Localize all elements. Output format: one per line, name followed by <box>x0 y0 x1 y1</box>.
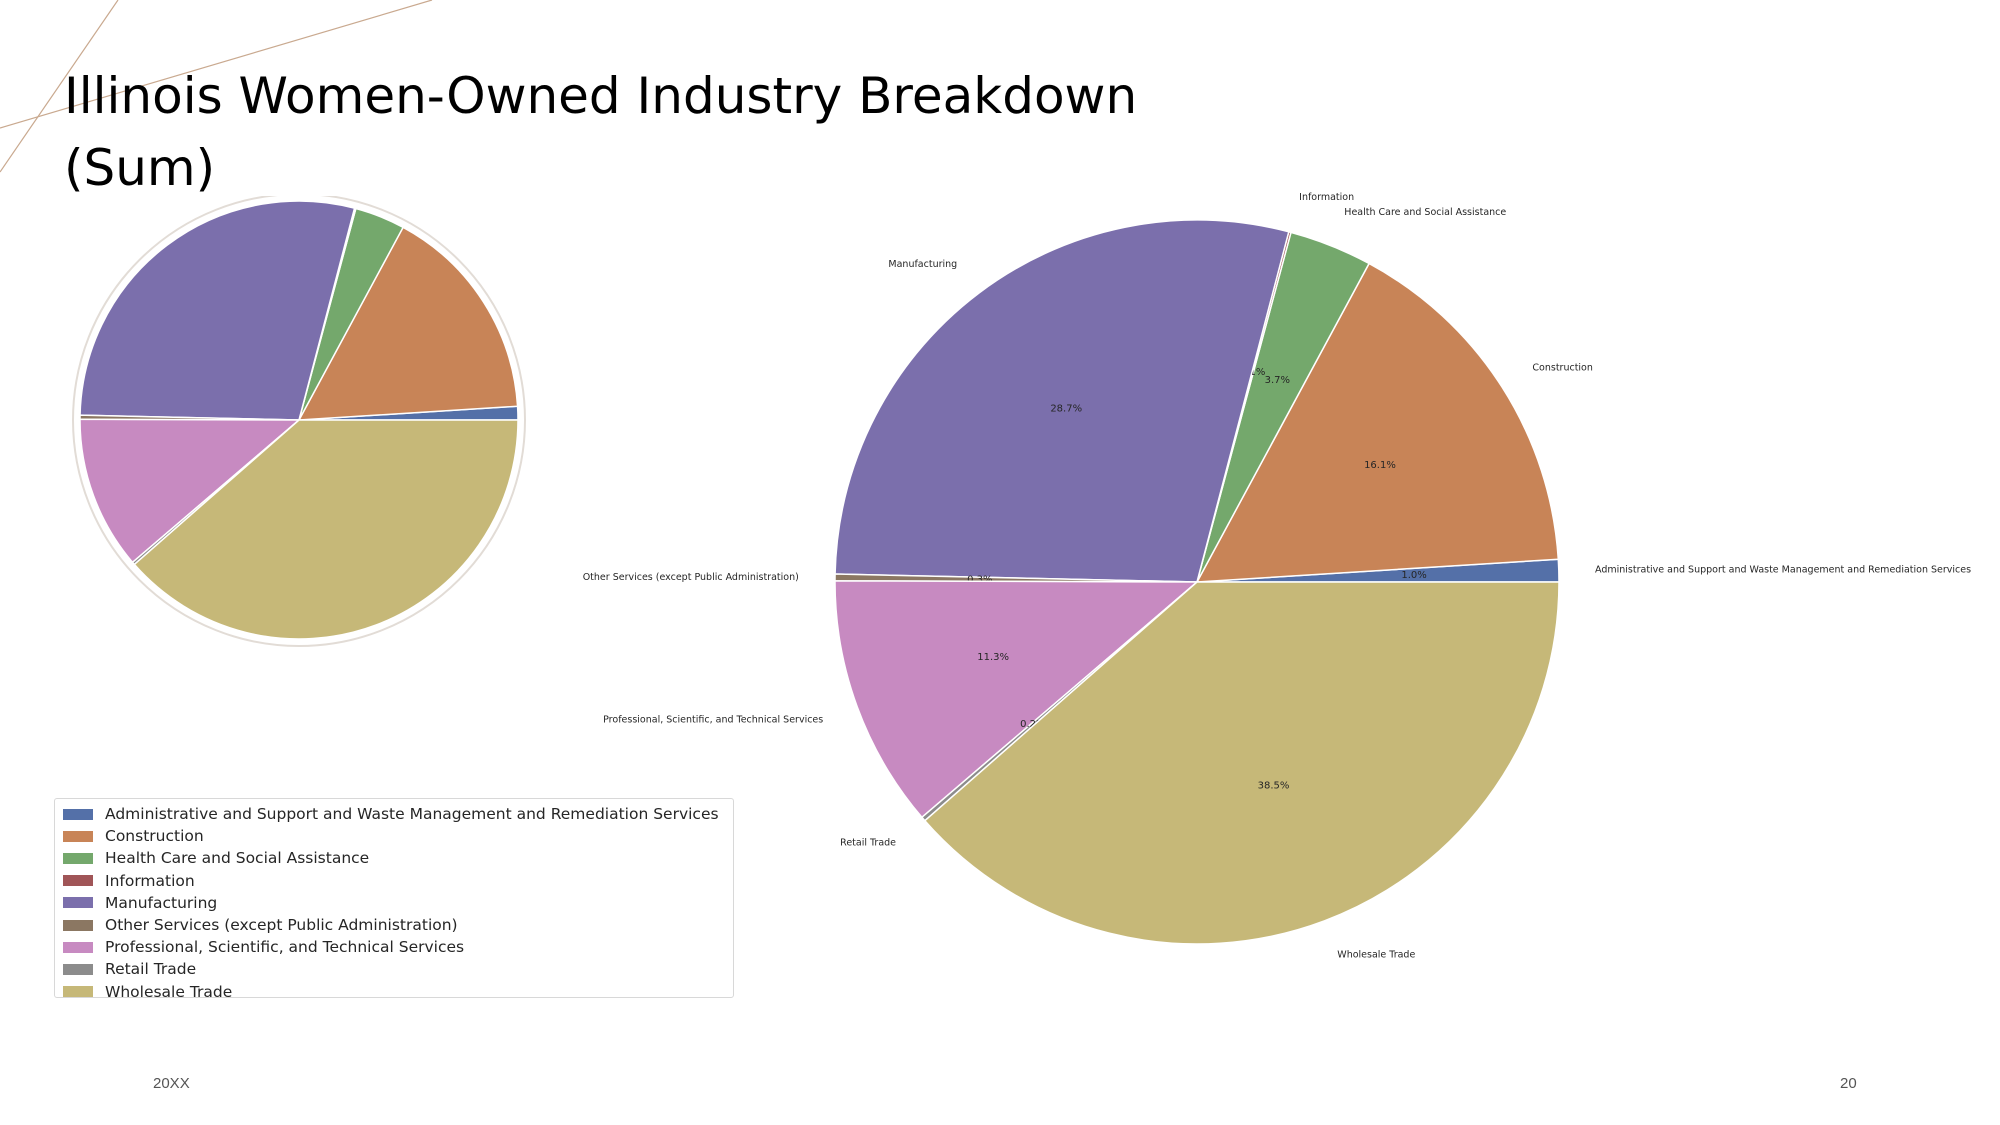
legend-item-health-care-and-social-assistance: Health Care and Social Assistance <box>55 847 733 869</box>
pie-slice-manufacturing <box>79 200 356 421</box>
pie-slice-manufacturing <box>834 219 1290 583</box>
slice-value-professional-scientific-and-technical-services: 11.3% <box>977 652 1009 663</box>
slice-label-administrative-and-support-and-waste-management-and-remediation-services: Administrative and Support and Waste Man… <box>1595 564 1971 575</box>
decorative-lines <box>0 0 433 173</box>
slice-value-retail-trade: 0.2% <box>1020 719 1045 730</box>
slice-value-wholesale-trade: 38.5% <box>1258 780 1290 791</box>
pie-slice-construction <box>1195 262 1560 583</box>
slice-value-administrative-and-support-and-waste-management-and-remediation-services: 1.0% <box>1401 570 1426 581</box>
legend-item-manufacturing: Manufacturing <box>55 892 733 914</box>
legend-label: Retail Trade <box>105 960 197 979</box>
slice-value-manufacturing: 28.7% <box>1050 404 1082 415</box>
legend-item-wholesale-trade: Wholesale Trade <box>55 981 733 1003</box>
legend-swatch <box>63 897 93 909</box>
slice-label-retail-trade: Retail Trade <box>840 838 896 849</box>
legend-item-information: Information <box>55 870 733 892</box>
pie-slice-construction <box>297 226 519 421</box>
slide-title: Illinois Women-Owned Industry Breakdown … <box>64 67 1138 197</box>
footer-date: 20XX <box>153 1075 190 1092</box>
pie-slice-professional-scientific-and-technical-services <box>79 418 302 564</box>
legend-swatch <box>63 941 93 953</box>
legend-swatch <box>63 986 93 998</box>
legend-swatch <box>63 808 93 820</box>
pie-slice-wholesale-trade <box>133 419 519 640</box>
slice-label-construction: Construction <box>1532 362 1593 373</box>
legend-label: Professional, Scientific, and Technical … <box>105 938 465 957</box>
main-pie-chart: Administrative and Support and Waste Man… <box>583 192 1971 961</box>
legend-label: Health Care and Social Assistance <box>105 849 370 868</box>
legend-label: Other Services (except Public Administra… <box>105 916 458 935</box>
slice-label-information: Information <box>1299 192 1354 203</box>
decor-line-1 <box>0 0 433 129</box>
legend-label: Administrative and Support and Waste Man… <box>105 805 719 824</box>
legend-label: Construction <box>105 827 204 846</box>
slice-label-manufacturing: Manufacturing <box>888 259 957 270</box>
legend-swatch <box>63 919 93 931</box>
slice-label-professional-scientific-and-technical-services: Professional, Scientific, and Technical … <box>603 714 823 725</box>
slice-label-health-care-and-social-assistance: Health Care and Social Assistance <box>1344 207 1506 218</box>
legend-swatch <box>63 875 93 887</box>
pie-outer-ring <box>72 196 526 647</box>
legend-label: Information <box>105 871 195 890</box>
legend-item-professional-scientific-and-technical-services: Professional, Scientific, and Technical … <box>55 936 733 958</box>
legend-swatch <box>63 963 93 975</box>
legend-item-retail-trade: Retail Trade <box>55 958 733 980</box>
pie-slice-professional-scientific-and-technical-services <box>834 580 1200 819</box>
chart-legend: Administrative and Support and Waste Man… <box>54 798 734 1001</box>
legend-swatch <box>63 830 93 842</box>
slice-value-construction: 16.1% <box>1364 460 1396 471</box>
slice-label-wholesale-trade: Wholesale Trade <box>1337 950 1415 961</box>
legend-item-administrative-and-support-and-waste-management-and-remediation-services: Administrative and Support and Waste Man… <box>55 803 733 825</box>
slice-value-other-services-except-public-administration: 0.3% <box>967 574 992 585</box>
page-number: 20 <box>1840 1075 1857 1092</box>
legend-label: Manufacturing <box>105 893 218 912</box>
legend-item-construction: Construction <box>55 825 733 847</box>
decor-line-2 <box>0 0 119 173</box>
pie-slice-wholesale-trade <box>923 581 1560 945</box>
small-pie-chart <box>72 196 526 647</box>
legend-swatch <box>63 852 93 864</box>
slice-label-other-services-except-public-administration: Other Services (except Public Administra… <box>583 572 799 583</box>
legend-label: Wholesale Trade <box>105 982 233 1001</box>
legend-item-other-services-except-public-administration: Other Services (except Public Administra… <box>55 914 733 936</box>
slice-value-health-care-and-social-assistance: 3.7% <box>1265 375 1290 386</box>
slice-value-information: 0.1% <box>1240 367 1265 378</box>
